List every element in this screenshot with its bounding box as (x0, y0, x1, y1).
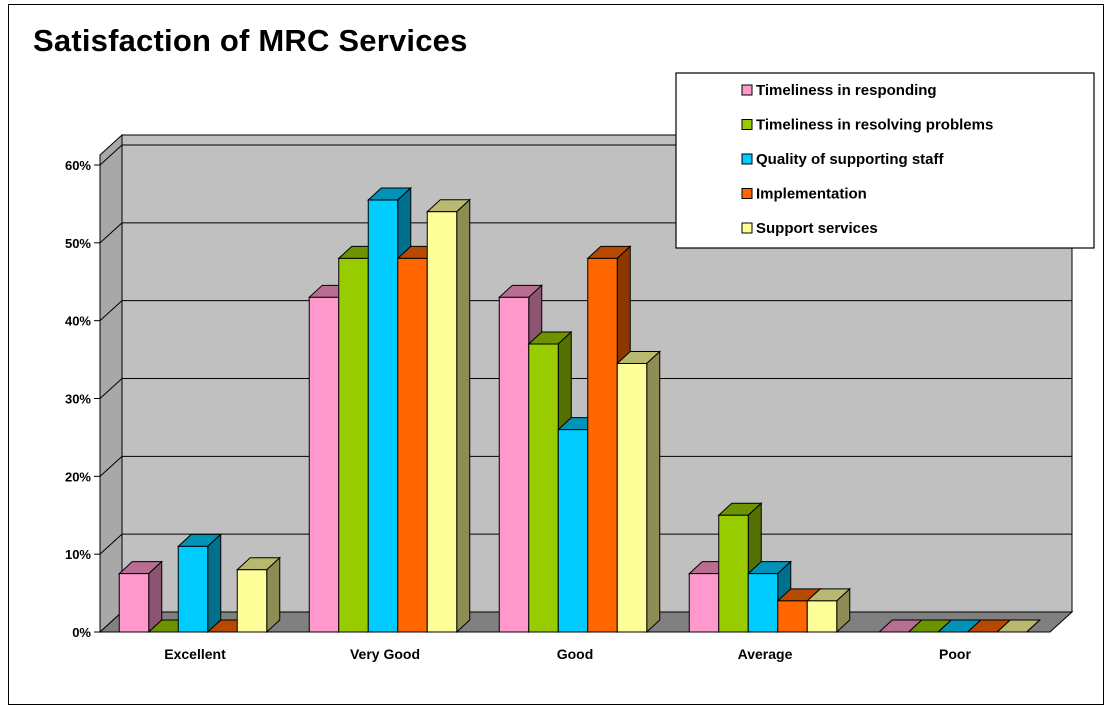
bar-front (718, 514, 749, 633)
legend-swatch (741, 84, 753, 96)
bar (235, 556, 282, 634)
y-tick-label: 50% (65, 236, 91, 251)
x-tick-label: Excellent (164, 646, 226, 662)
bar-front (236, 569, 268, 633)
y-tick-label: 60% (65, 158, 91, 173)
wall-side (99, 133, 123, 634)
bar (615, 350, 662, 634)
bar-front (498, 296, 530, 633)
legend-label: Timeliness in responding (756, 82, 937, 99)
bar-front (777, 600, 808, 633)
x-tick-label: Good (557, 646, 594, 662)
bar-front (688, 573, 720, 633)
legend-label: Timeliness in resolving problems (756, 117, 993, 134)
bar-front (426, 211, 458, 633)
bar (425, 198, 472, 634)
bars (117, 186, 1042, 634)
legend-swatch (741, 222, 753, 234)
y-tick-label: 10% (65, 547, 91, 562)
y-tick-label: 30% (65, 392, 91, 407)
bar-front (587, 257, 618, 633)
chart-title: Satisfaction of MRC Services (33, 23, 468, 58)
gridline-side (99, 455, 123, 477)
legend-label: Quality of supporting staff (756, 151, 944, 168)
legend-label: Support services (756, 220, 878, 237)
bar-front (177, 545, 209, 633)
bar (995, 619, 1042, 633)
y-tick-label: 20% (65, 469, 91, 484)
bar-front (308, 296, 340, 633)
bar (176, 533, 223, 634)
bar-front (528, 343, 559, 633)
bar-front (397, 257, 428, 633)
gridline-side (99, 300, 123, 322)
x-tick-label: Average (738, 646, 793, 662)
x-axis-labels: Excellent Very Good Good Average Poor (164, 646, 971, 662)
bar-side (1026, 619, 1041, 633)
legend: Timeliness in responding Timeliness in re… (675, 72, 1095, 249)
gridline-side (99, 222, 123, 244)
y-tick-label: 40% (65, 314, 91, 329)
legend-swatch (741, 188, 753, 199)
legend-swatch (741, 153, 753, 165)
bar-front (367, 199, 399, 633)
legend-label: Implementation (756, 186, 867, 203)
bar-front (118, 573, 150, 633)
bar-side (646, 350, 661, 634)
y-tick-label: 0% (72, 625, 91, 640)
bar-side (456, 198, 471, 634)
bar-front (747, 573, 779, 633)
gridline-side (99, 144, 123, 166)
gridline-side (99, 378, 123, 399)
legend-swatch (741, 119, 753, 130)
bar-side (207, 533, 222, 634)
bar-front (616, 362, 648, 633)
bar-front (806, 600, 838, 633)
x-tick-label: Poor (939, 646, 971, 662)
bar-front (557, 429, 589, 633)
gridline-side (99, 533, 123, 555)
bar-side (266, 556, 281, 634)
bar (805, 587, 852, 634)
bar (117, 560, 164, 634)
x-tick-label: Very Good (350, 646, 420, 662)
bar-front (338, 257, 369, 633)
